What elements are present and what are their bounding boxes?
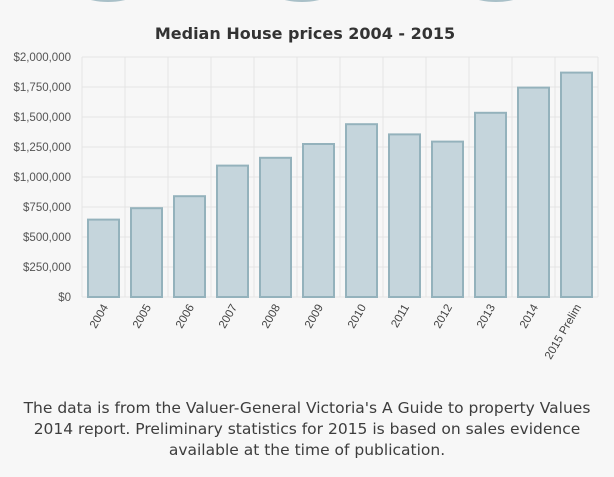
bar-chart: Median House prices 2004 - 2015 $0 $250,0… (13, 24, 599, 362)
bar (259, 156, 292, 298)
decorative-circle-middle (262, 0, 342, 2)
y-tick-label: $1,250,000 (13, 142, 71, 154)
chart-grid (81, 56, 599, 298)
y-tick-label: $750,000 (23, 202, 71, 214)
bar (173, 195, 206, 298)
bar (87, 218, 120, 299)
x-tick-label: 2012 (432, 303, 455, 331)
x-tick-label: 2006 (174, 303, 197, 331)
decorative-circle-left (68, 0, 148, 2)
bar (474, 111, 507, 298)
chart-caption: The data is from the Valuer-General Vict… (23, 399, 591, 459)
bar (431, 140, 464, 298)
bar (345, 123, 378, 298)
y-axis: $0 $250,000 $500,000 $750,000 $1,000,000 $1,2… (13, 52, 71, 304)
bar (517, 86, 550, 298)
x-tick-label: 2009 (303, 303, 326, 331)
bar (302, 143, 335, 298)
y-tick-label: $500,000 (23, 232, 71, 244)
y-tick-label: $2,000,000 (13, 52, 71, 64)
x-tick-label: 2010 (346, 303, 369, 331)
y-tick-label: $1,500,000 (13, 112, 71, 124)
x-tick-label: 2007 (217, 303, 240, 331)
bar (216, 164, 249, 298)
bar (388, 133, 421, 298)
x-tick-label: 2011 (389, 303, 412, 330)
chart-title: Median House prices 2004 - 2015 (155, 24, 455, 43)
x-tick-label: 2014 (518, 302, 541, 331)
x-tick-label: 2004 (88, 302, 111, 331)
decorative-circle-right (456, 0, 536, 2)
x-tick-label: 2013 (475, 303, 498, 331)
y-tick-label: $1,750,000 (13, 82, 71, 94)
x-tick-label: 2008 (260, 303, 283, 331)
bar (560, 71, 593, 298)
x-axis: 2004 2005 2006 2007 2008 2009 2010 2011 2012 2013… (88, 302, 584, 362)
y-tick-label: $1,000,000 (13, 172, 71, 184)
x-tick-label: 2015 Prelim (543, 303, 584, 362)
bar-series (87, 71, 593, 299)
x-tick-label: 2005 (131, 303, 154, 331)
y-tick-label: $0 (58, 292, 71, 304)
y-tick-label: $250,000 (23, 262, 71, 274)
bar (130, 207, 163, 298)
